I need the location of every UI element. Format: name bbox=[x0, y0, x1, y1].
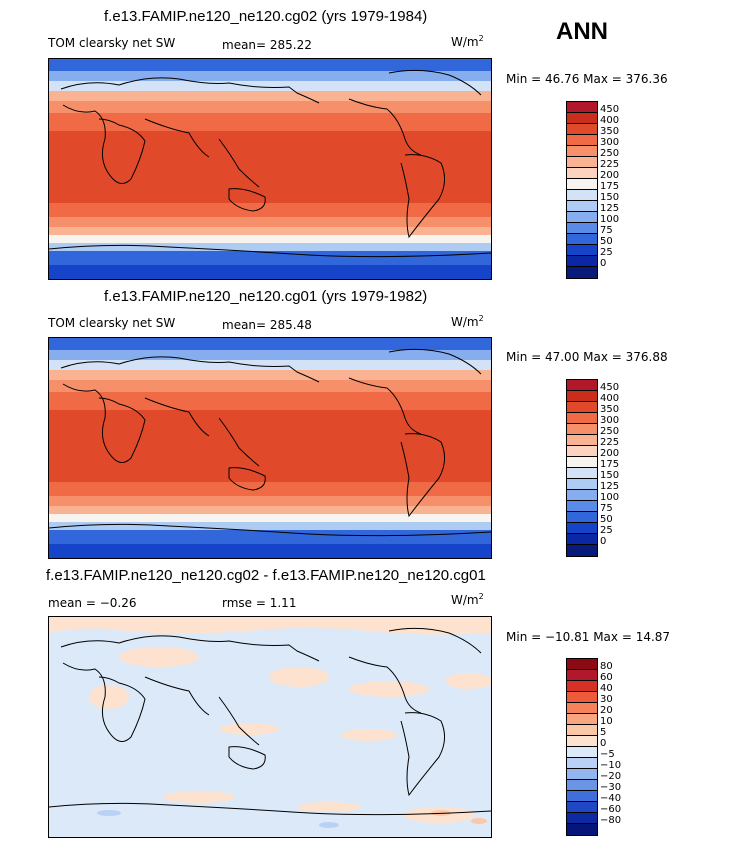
tick: −30 bbox=[600, 782, 622, 793]
panel1-title: f.e13.FAMIP.ne120_ne120.cg02 (yrs 1979-1… bbox=[104, 8, 428, 25]
tick: 225 bbox=[600, 437, 620, 448]
tick: 80 bbox=[600, 661, 613, 672]
tick: 200 bbox=[600, 170, 620, 181]
panel2-colorbar bbox=[566, 379, 598, 557]
tick: 75 bbox=[600, 503, 613, 514]
season-label: ANN bbox=[556, 18, 608, 45]
tick: 300 bbox=[600, 415, 620, 426]
tick: 250 bbox=[600, 148, 620, 159]
tick: 175 bbox=[600, 459, 620, 470]
panel3-colorbar bbox=[566, 658, 598, 836]
tick: 50 bbox=[600, 236, 613, 247]
panel2-minmax: Min = 47.00 Max = 376.88 bbox=[506, 350, 668, 364]
panel1-units: W/m2 bbox=[451, 34, 484, 49]
tick: 50 bbox=[600, 514, 613, 525]
tick: 0 bbox=[600, 258, 607, 269]
panel1-colorbar bbox=[566, 101, 598, 279]
tick: 125 bbox=[600, 203, 620, 214]
panel2-mean: mean= 285.48 bbox=[222, 318, 312, 332]
tick: 450 bbox=[600, 104, 620, 115]
panel2-field bbox=[49, 338, 491, 558]
panel2-title: f.e13.FAMIP.ne120_ne120.cg01 (yrs 1979-1… bbox=[104, 288, 428, 305]
tick: 175 bbox=[600, 181, 620, 192]
panel3-field bbox=[49, 617, 491, 837]
tick: 75 bbox=[600, 225, 613, 236]
tick: 150 bbox=[600, 192, 620, 203]
tick: 30 bbox=[600, 694, 613, 705]
panel1-field bbox=[49, 59, 491, 279]
tick: 100 bbox=[600, 214, 620, 225]
panel3-map bbox=[48, 616, 492, 838]
tick: 350 bbox=[600, 126, 620, 137]
tick: 20 bbox=[600, 705, 613, 716]
tick: 60 bbox=[600, 672, 613, 683]
tick: −10 bbox=[600, 760, 622, 771]
tick: 0 bbox=[600, 738, 607, 749]
tick: 0 bbox=[600, 536, 607, 547]
tick: 5 bbox=[600, 727, 607, 738]
panel2-map bbox=[48, 337, 492, 559]
panel3-rmse: rmse = 1.11 bbox=[222, 596, 297, 610]
tick: 100 bbox=[600, 492, 620, 503]
tick: 400 bbox=[600, 115, 620, 126]
tick: −80 bbox=[600, 815, 622, 826]
tick: 125 bbox=[600, 481, 620, 492]
panel3-title: f.e13.FAMIP.ne120_ne120.cg02 - f.e13.FAM… bbox=[46, 567, 486, 584]
panel3-units: W/m2 bbox=[451, 592, 484, 607]
tick: 150 bbox=[600, 470, 620, 481]
tick: −5 bbox=[600, 749, 615, 760]
panel2-units: W/m2 bbox=[451, 314, 484, 329]
panel2-variable: TOM clearsky net SW bbox=[48, 316, 176, 330]
tick: 250 bbox=[600, 426, 620, 437]
tick: −40 bbox=[600, 793, 622, 804]
panel3-minmax: Min = −10.81 Max = 14.87 bbox=[506, 630, 671, 644]
panel1-minmax: Min = 46.76 Max = 376.36 bbox=[506, 72, 668, 86]
tick: 350 bbox=[600, 404, 620, 415]
tick: 25 bbox=[600, 247, 613, 258]
tick: 200 bbox=[600, 448, 620, 459]
panel1-mean: mean= 285.22 bbox=[222, 38, 312, 52]
panel3-mean: mean = −0.26 bbox=[48, 596, 137, 610]
tick: 225 bbox=[600, 159, 620, 170]
tick: 10 bbox=[600, 716, 613, 727]
tick: 450 bbox=[600, 382, 620, 393]
tick: −60 bbox=[600, 804, 622, 815]
panel1-variable: TOM clearsky net SW bbox=[48, 36, 176, 50]
panel1-map bbox=[48, 58, 492, 280]
tick: 300 bbox=[600, 137, 620, 148]
tick: 40 bbox=[600, 683, 613, 694]
tick: 25 bbox=[600, 525, 613, 536]
tick: −20 bbox=[600, 771, 622, 782]
tick: 400 bbox=[600, 393, 620, 404]
